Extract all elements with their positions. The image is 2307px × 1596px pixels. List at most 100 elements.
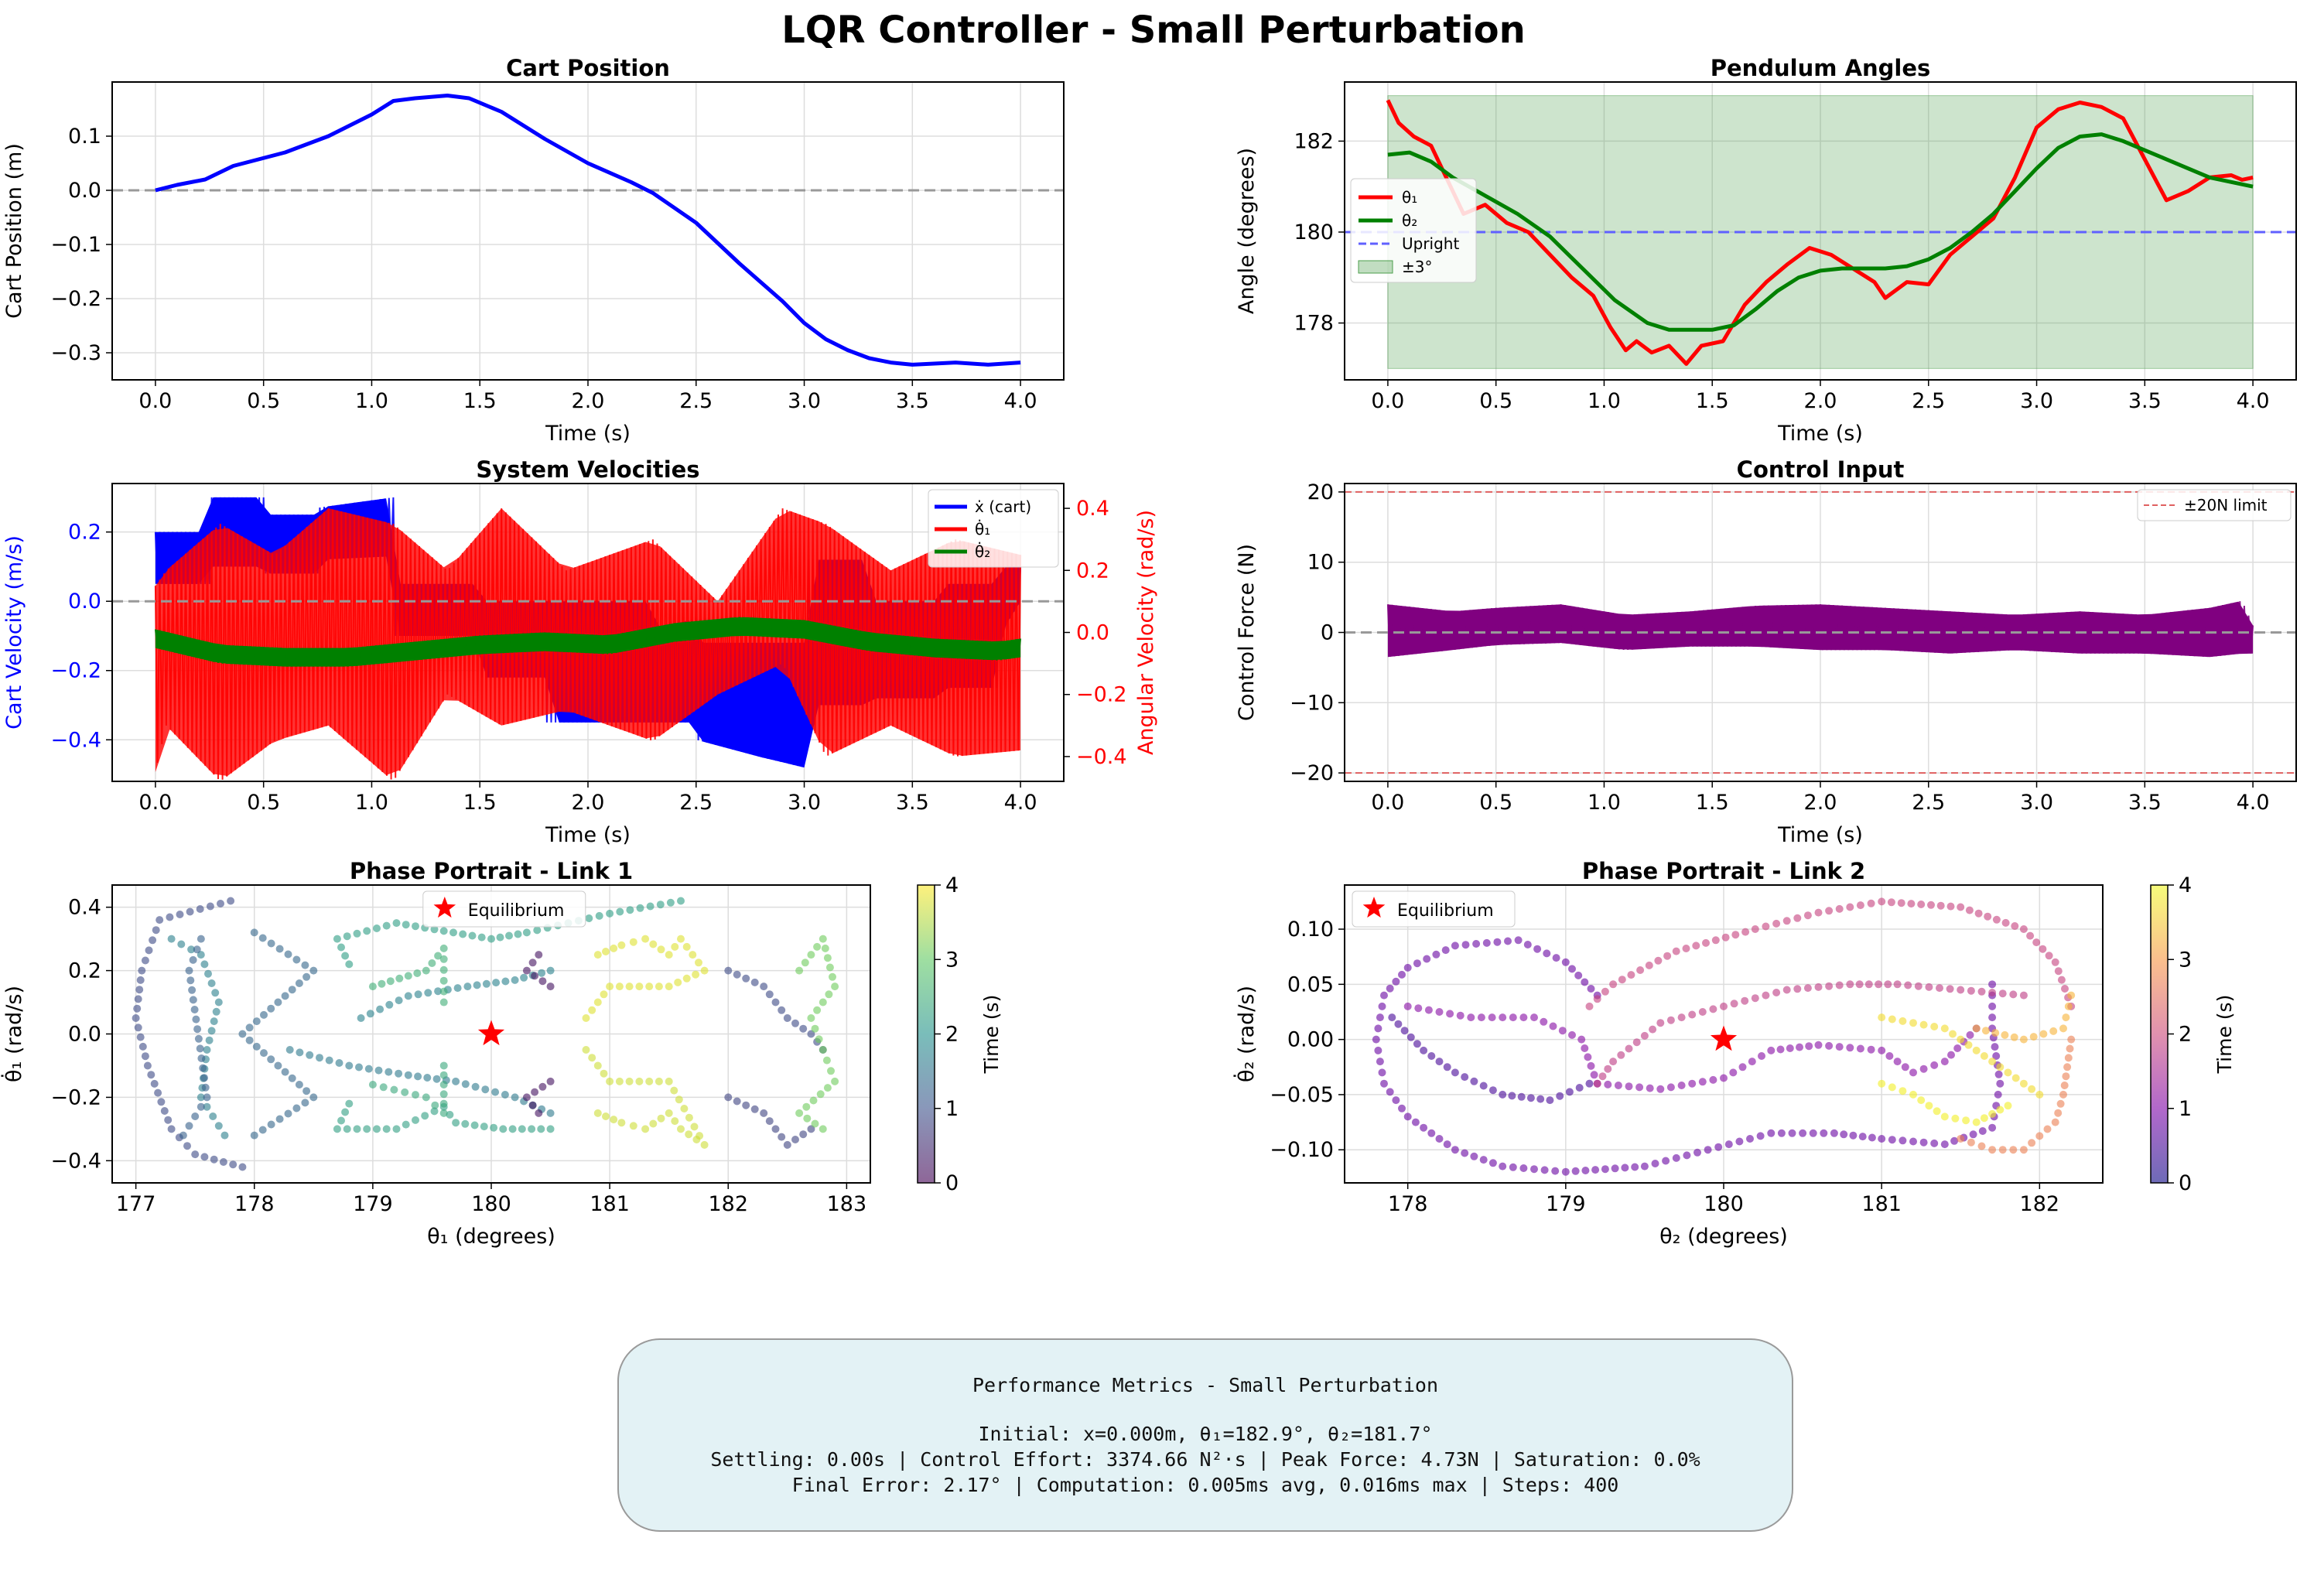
phase-point <box>501 977 510 986</box>
phase-point <box>1909 1068 1917 1077</box>
x-tick-label: 1.0 <box>355 389 388 413</box>
phase-point <box>274 998 282 1006</box>
phase-point <box>2028 1085 2036 1093</box>
y-axis-label: θ̇₁ (rad/s) <box>1 986 26 1082</box>
phase-point <box>281 1068 289 1076</box>
y-tick-label: −10 <box>1290 691 1334 715</box>
metrics-title: Performance Metrics - Small Perturbation <box>972 1374 1439 1396</box>
phase-point <box>2060 1082 2069 1089</box>
phase-point <box>1782 986 1791 994</box>
phase-point <box>1940 1058 1949 1066</box>
phase-point <box>392 919 401 928</box>
axes-frame <box>111 81 1065 381</box>
phase-point <box>1677 1013 1686 1022</box>
phase-point <box>186 907 194 916</box>
y-right-tick-label: 0.2 <box>1076 559 1109 583</box>
phase-point <box>1788 1129 1796 1137</box>
phase-point <box>1526 1094 1535 1102</box>
phase-point <box>252 1017 261 1026</box>
phase-point <box>1977 987 1986 996</box>
phase-point <box>2019 925 2028 933</box>
phase-point <box>1488 1013 1496 1022</box>
phase-point <box>1451 942 1459 950</box>
phase-point <box>147 1071 156 1079</box>
phase-point <box>1472 940 1481 948</box>
phase-point <box>214 998 223 1006</box>
phase-point <box>439 1061 448 1070</box>
phase-point <box>665 983 673 991</box>
equilibrium-marker <box>477 1020 505 1046</box>
phase-point <box>1947 1051 1955 1059</box>
y-tick-label: 0.0 <box>68 1023 101 1047</box>
y-right-tick-label: 0.4 <box>1076 497 1109 521</box>
phase-point <box>1617 1051 1625 1059</box>
phase-point <box>508 1125 517 1133</box>
phase-point <box>1977 1142 1986 1150</box>
phase-point <box>501 1091 509 1099</box>
phase-point <box>250 1131 258 1140</box>
x-tick-label: 1.0 <box>1588 791 1621 815</box>
phase-point <box>522 1093 531 1102</box>
phase-point <box>1711 936 1720 945</box>
axes-frame <box>1344 483 2297 782</box>
charts-layer: 0.0 0.5 1.0 1.5 2.0 2.5 3.0 3.5 4.0 0.1 0.0 −0.1 −0.… <box>1 55 2297 1249</box>
phase-point <box>511 1093 519 1102</box>
phase-point <box>582 1014 590 1023</box>
phase-point <box>1461 1149 1469 1157</box>
phase-point <box>1482 938 1491 947</box>
phase-point <box>649 1119 658 1128</box>
phase-point <box>724 1093 733 1102</box>
phase-point <box>185 966 193 975</box>
phase-point <box>1413 1040 1421 1048</box>
phase-point <box>1878 1135 1886 1143</box>
chart-phase_link1: 177 178 179 180 181 182 183 0.4 0.2 0.0 −0.2 −0.4 0 1… <box>1 858 1003 1249</box>
phase-point <box>629 938 637 946</box>
phase-point <box>1904 981 1912 989</box>
x-tick-label: 179 <box>353 1192 393 1216</box>
phase-point <box>1899 1136 1907 1145</box>
phase-point <box>197 1093 205 1102</box>
phase-point <box>1574 971 1583 979</box>
axes-frame <box>111 884 871 1184</box>
phase-point <box>588 1006 596 1014</box>
phase-point <box>1741 928 1750 936</box>
phase-point <box>2001 918 2010 927</box>
phase-point <box>309 1093 318 1102</box>
phase-point <box>1762 991 1770 1000</box>
phase-point <box>546 983 555 991</box>
phase-point <box>1618 976 1626 984</box>
phase-point <box>1782 917 1791 925</box>
phase-point <box>674 978 682 986</box>
phase-point <box>813 1006 822 1014</box>
x-tick-label: 3.5 <box>2128 791 2162 815</box>
phase-point <box>412 922 419 931</box>
phase-point <box>154 1088 162 1097</box>
phase-point <box>160 1107 169 1115</box>
phase-point <box>1793 914 1802 922</box>
phase-point <box>1875 980 1883 989</box>
phase-point <box>1423 955 1431 963</box>
phase-point <box>1488 1159 1497 1167</box>
phase-point <box>295 1081 303 1088</box>
y-right-tick-label: −0.2 <box>1076 683 1127 707</box>
phase-point <box>1698 1008 1707 1016</box>
phase-point <box>1878 1013 1886 1022</box>
phase-point <box>193 945 201 954</box>
phase-point <box>2009 990 2018 999</box>
phase-point <box>1901 1063 1909 1071</box>
phase-point <box>2026 931 2035 940</box>
x-tick-label: 179 <box>1546 1192 1586 1216</box>
phase-point <box>390 1085 398 1094</box>
phase-point <box>535 1109 543 1117</box>
phase-point <box>1803 984 1812 993</box>
phase-point <box>439 976 448 985</box>
x-tick-label: 3.0 <box>788 389 821 413</box>
phase-point <box>1909 1019 1917 1027</box>
phase-point <box>376 1005 384 1013</box>
phase-point <box>771 998 780 1006</box>
phase-point <box>386 977 395 986</box>
phase-point <box>1400 1027 1409 1035</box>
phase-point <box>645 983 654 991</box>
phase-point <box>421 1112 429 1120</box>
phase-point <box>636 904 644 912</box>
